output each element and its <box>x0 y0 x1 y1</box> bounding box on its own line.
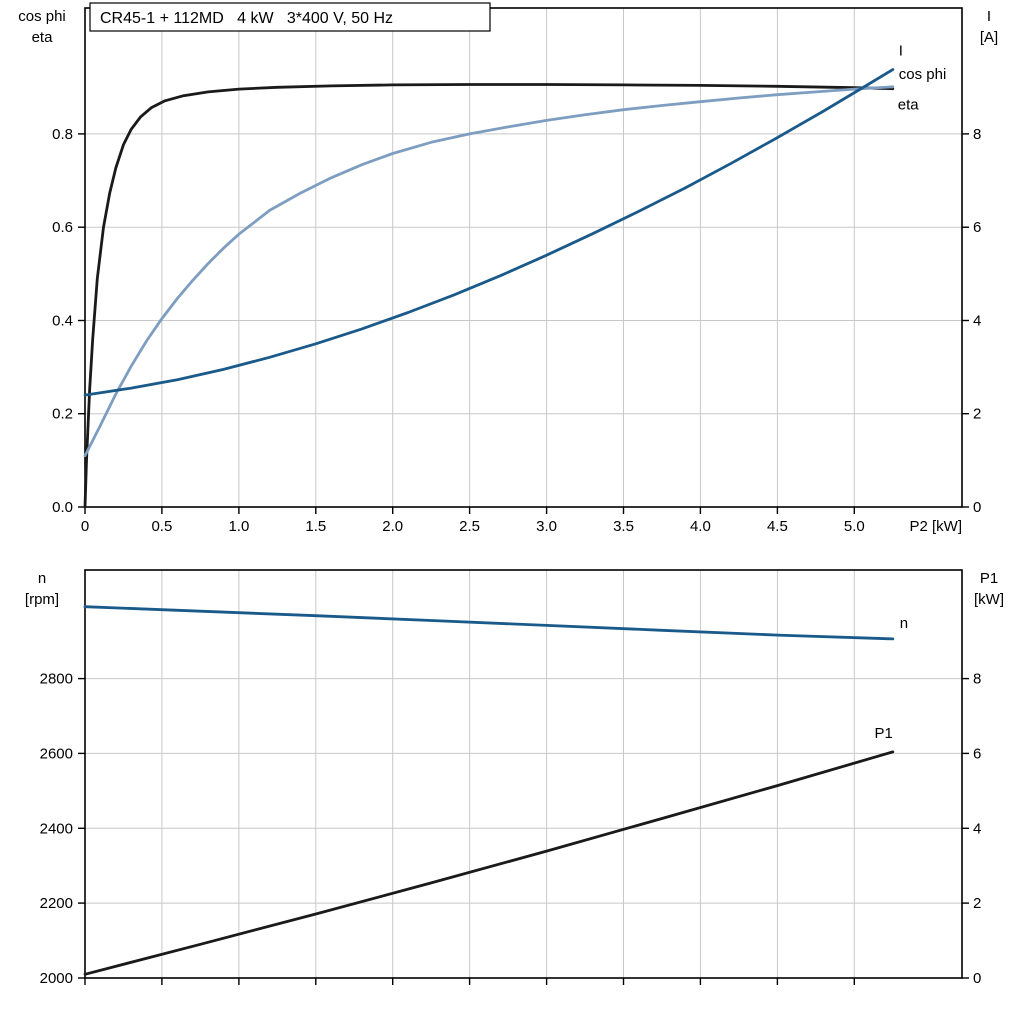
svg-text:3.0: 3.0 <box>536 518 557 535</box>
left-axis-title-line: n <box>38 570 46 587</box>
tick-labels: 2000 2200 2400 2600 2800 0 2 4 6 8 <box>40 671 982 987</box>
svg-text:4: 4 <box>973 313 981 330</box>
plot-frame <box>84 569 963 979</box>
chart-title: CR45-1 + 112MD 4 kW 3*400 V, 50 Hz <box>100 10 393 27</box>
eta-curve <box>83 83 895 509</box>
speed-power-panel: 2000 2200 2400 2600 2800 0 2 4 6 8 n [rpm] P1 [kW] n P1 <box>25 569 1004 987</box>
svg-text:2: 2 <box>973 406 981 423</box>
left-axis-title-line: [rpm] <box>25 591 59 608</box>
axis-titles: n [rpm] P1 [kW] <box>25 570 1004 608</box>
svg-text:2200: 2200 <box>40 895 73 912</box>
motor-efficiency-panel: 0 0.5 1.0 1.5 2.0 2.5 3.0 3.5 4.0 4.5 5.0 0.0 0.2 0.4… <box>18 2 998 535</box>
svg-text:2600: 2600 <box>40 745 73 762</box>
svg-text:2: 2 <box>973 895 981 912</box>
svg-text:0.5: 0.5 <box>151 518 172 535</box>
tick-labels: 0 0.5 1.0 1.5 2.0 2.5 3.0 3.5 4.0 4.5 5.0 0.0 0.2 0.4… <box>52 126 981 535</box>
x-axis-title: P2 [kW] <box>909 518 962 535</box>
eta-curve-label: eta <box>898 97 920 114</box>
axis-ticks <box>78 677 969 985</box>
svg-text:8: 8 <box>973 126 981 143</box>
svg-text:6: 6 <box>973 219 981 236</box>
plot-frame <box>84 7 963 508</box>
left-axis-title-line: eta <box>32 29 54 46</box>
svg-text:5.0: 5.0 <box>844 518 865 535</box>
svg-text:1.5: 1.5 <box>305 518 326 535</box>
right-axis-title-line: [kW] <box>974 591 1004 608</box>
svg-text:8: 8 <box>973 671 981 688</box>
cos-phi-curve-label: cos phi <box>899 66 947 83</box>
svg-text:4: 4 <box>973 820 981 837</box>
svg-text:0.4: 0.4 <box>52 313 73 330</box>
svg-text:3.5: 3.5 <box>613 518 634 535</box>
svg-text:2.5: 2.5 <box>459 518 480 535</box>
svg-text:0: 0 <box>81 518 89 535</box>
cos-phi-curve <box>83 85 895 458</box>
axis-titles: cos phi eta I [A] <box>18 8 998 46</box>
gridlines <box>85 570 962 978</box>
chart-title-box: CR45-1 + 112MD 4 kW 3*400 V, 50 Hz <box>89 2 491 32</box>
P1-curve <box>83 750 895 976</box>
right-axis-title-line: [A] <box>980 29 998 46</box>
svg-text:0.6: 0.6 <box>52 219 73 236</box>
n-curve <box>83 605 895 641</box>
svg-text:2800: 2800 <box>40 671 73 688</box>
I-curve-label: I <box>899 43 903 60</box>
P1-curve-label: P1 <box>874 725 892 742</box>
svg-text:2400: 2400 <box>40 820 73 837</box>
svg-text:2.0: 2.0 <box>382 518 403 535</box>
svg-text:1.0: 1.0 <box>228 518 249 535</box>
svg-text:0.0: 0.0 <box>52 499 73 516</box>
svg-text:2000: 2000 <box>40 970 73 987</box>
n-curve-label: n <box>900 615 908 632</box>
svg-text:0.2: 0.2 <box>52 406 73 423</box>
svg-text:0: 0 <box>973 970 981 987</box>
svg-text:4.0: 4.0 <box>690 518 711 535</box>
axis-ticks <box>78 133 969 514</box>
right-axis-title-line: I <box>987 8 991 25</box>
svg-text:0.8: 0.8 <box>52 126 73 143</box>
gridlines <box>85 8 962 507</box>
left-axis-title-line: cos phi <box>18 8 66 25</box>
svg-text:6: 6 <box>973 745 981 762</box>
svg-text:4.5: 4.5 <box>767 518 788 535</box>
I-curve <box>83 68 895 397</box>
svg-text:0: 0 <box>973 499 981 516</box>
right-axis-title-line: P1 <box>980 570 998 587</box>
